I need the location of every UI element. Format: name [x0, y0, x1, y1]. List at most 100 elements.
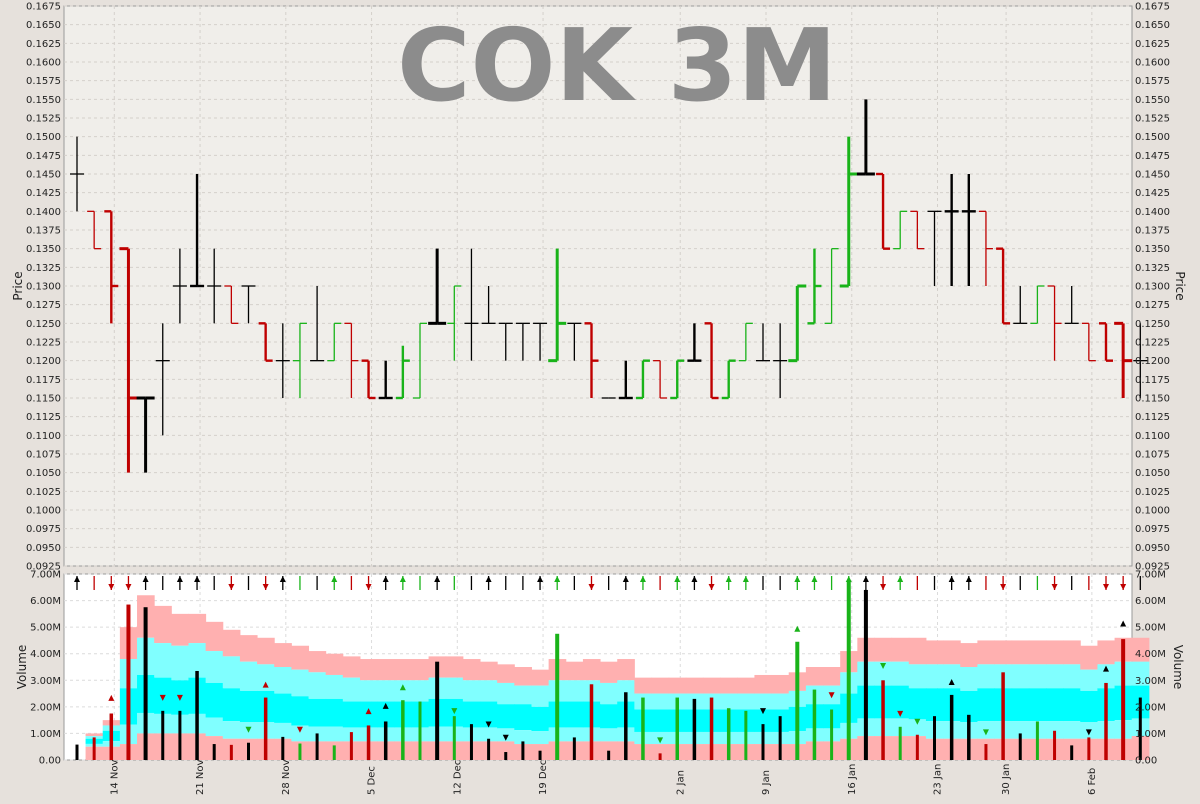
- band-upper: [171, 613, 189, 646]
- band-upper: [205, 621, 224, 652]
- signal-arrow: [622, 576, 629, 582]
- price-tick-label-right: 0.1225: [1135, 338, 1170, 349]
- ohlc-bar: [687, 323, 702, 362]
- volume-bar: [126, 604, 131, 760]
- volume-marker: [948, 678, 955, 685]
- band-upper: [737, 677, 755, 694]
- signal-arrow: [485, 576, 492, 582]
- signal-arrow: [108, 584, 115, 590]
- signal-arrow: [1051, 584, 1058, 590]
- volume-bar: [109, 713, 114, 760]
- band-mid-upper: [239, 661, 258, 691]
- band-mid-lower: [600, 728, 618, 742]
- price-tick-label-left: 0.1600: [26, 58, 61, 69]
- price-tick-label-left: 0.1525: [26, 114, 61, 125]
- band-mid-upper: [651, 693, 670, 710]
- volume-marker: [382, 702, 389, 709]
- band-mid-upper: [188, 643, 207, 678]
- band-core: [891, 685, 910, 719]
- band-core: [377, 701, 395, 728]
- ohlc-bar: [327, 322, 342, 362]
- band-upper: [908, 637, 927, 665]
- band-upper: [257, 637, 275, 665]
- volume-bar: [607, 750, 611, 760]
- signal-arrow: [1120, 584, 1127, 590]
- ohlc-bar: [1114, 321, 1133, 398]
- date-tick-labels: 14 Nov 21 Nov 28 Nov 5 Dec 12 Dec 19 Dec 2 Jan…: [109, 759, 1098, 795]
- ohlc-bar: [258, 322, 273, 362]
- date-tick-label: 16 Jan: [847, 764, 858, 795]
- ohlc-bar: [1064, 286, 1079, 324]
- signal-arrow: [1103, 584, 1109, 590]
- band-upper: [188, 613, 207, 644]
- volume-tick-label-right: 3.00M: [1135, 676, 1166, 687]
- ohlc-bar: [87, 210, 102, 250]
- band-upper: [771, 674, 790, 694]
- signal-arrow: [639, 576, 646, 582]
- ohlc-bar: [893, 210, 908, 250]
- volume-bar: [1121, 639, 1126, 760]
- band-mid-lower: [1045, 721, 1064, 739]
- volume-bar: [92, 737, 96, 760]
- band-lower: [651, 744, 670, 760]
- date-tick-label: 21 Nov: [195, 759, 206, 795]
- band-core: [1011, 688, 1030, 722]
- price-tick-label-right: 0.1125: [1135, 412, 1170, 423]
- volume-tick-label-right: 6.00M: [1135, 596, 1166, 607]
- volume-marker: [399, 684, 406, 691]
- band-mid-upper: [943, 664, 961, 689]
- band-mid-upper: [617, 680, 635, 702]
- ohlc-bar: [876, 172, 891, 250]
- signal-arrow: [194, 576, 201, 582]
- ohlc-bar: [788, 284, 807, 363]
- price-tick-label-right: 0.1025: [1135, 487, 1170, 498]
- band-upper: [617, 659, 635, 681]
- volume-bar: [709, 697, 714, 760]
- band-core: [274, 693, 292, 723]
- volume-marker: [657, 737, 664, 744]
- band-upper: [943, 640, 961, 665]
- band-upper: [582, 659, 601, 681]
- volume-tick-label-right: 7.00M: [1135, 570, 1166, 581]
- band-mid-upper: [1011, 664, 1030, 689]
- band-upper: [445, 656, 464, 678]
- signal-arrow: [262, 584, 269, 590]
- volume-bar: [229, 744, 233, 760]
- volume-bar: [332, 745, 336, 760]
- volume-tick-label-right: 5.00M: [1135, 623, 1166, 634]
- band-mid-upper: [291, 669, 310, 697]
- band-upper: [514, 667, 532, 686]
- price-tick-label-right: 0.1625: [1135, 39, 1170, 50]
- ohlc-bar: [704, 322, 719, 400]
- volume-tick-label-right: 0.00: [1135, 756, 1157, 767]
- band-upper: [925, 640, 944, 665]
- volume-marker: [828, 692, 835, 699]
- price-tick-label-left: 0.1550: [26, 95, 61, 106]
- date-tick-label: 2 Jan: [675, 770, 686, 795]
- volume-bar: [1001, 672, 1005, 760]
- volume-bar: [589, 684, 594, 760]
- price-tick-label-left: 0.0925: [26, 562, 61, 573]
- date-tick-label: 28 Nov: [281, 759, 292, 795]
- ohlc-bar: [224, 285, 239, 324]
- band-mid-upper: [977, 664, 996, 689]
- band-upper: [222, 629, 241, 657]
- band-mid-upper: [171, 645, 189, 681]
- ohlc-bar: [1081, 322, 1096, 362]
- volume-marker: [897, 710, 904, 717]
- volume-marker: [760, 708, 766, 715]
- price-tick-label-right: 0.1425: [1135, 188, 1170, 199]
- ohlc-bar: [773, 323, 788, 398]
- volume-tick-label-left: 2.00M: [30, 702, 61, 713]
- volume-marker: [176, 694, 183, 701]
- band-mid-upper: [359, 680, 378, 702]
- band-core: [1045, 688, 1064, 722]
- band-core: [651, 709, 670, 732]
- band-mid-upper: [377, 680, 395, 702]
- price-tick-label-right: 0.1450: [1135, 170, 1170, 181]
- band-mid-upper: [874, 661, 893, 686]
- ohlc-bar: [548, 248, 567, 363]
- band-upper: [960, 643, 978, 667]
- price-tick-label-left: 0.1475: [26, 151, 61, 162]
